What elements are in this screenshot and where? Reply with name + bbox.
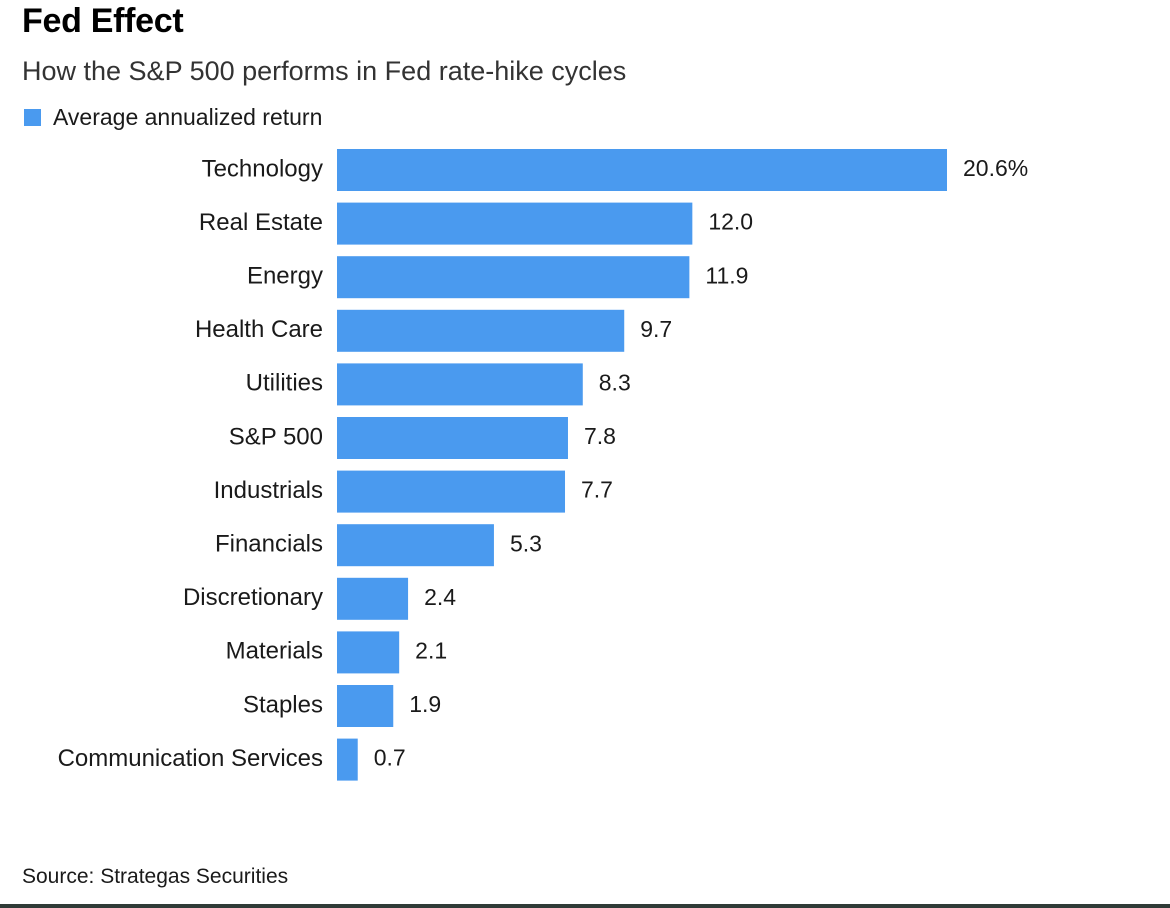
- bar: [337, 256, 690, 299]
- legend-swatch: [24, 109, 41, 126]
- value-label: 1.9: [409, 691, 441, 717]
- value-label: 8.3: [599, 369, 631, 395]
- bottom-border: [0, 904, 1170, 908]
- source-note: Source: Strategas Securities: [22, 865, 289, 888]
- legend: Average annualized return: [24, 104, 322, 131]
- value-label: 7.7: [581, 477, 613, 503]
- category-label: Communication Services: [58, 745, 323, 772]
- category-label: Real Estate: [199, 209, 323, 236]
- category-label: Energy: [247, 263, 323, 290]
- value-label: 2.4: [424, 584, 456, 610]
- bar: [337, 631, 400, 674]
- bar: [337, 309, 625, 352]
- value-label: 12.0: [708, 209, 753, 235]
- bar: [337, 149, 947, 191]
- value-label: 11.9: [705, 262, 748, 288]
- bar: [337, 470, 566, 513]
- value-label: 5.3: [510, 530, 542, 556]
- bar: [337, 363, 583, 406]
- bar: [337, 417, 568, 459]
- bar: [337, 738, 358, 781]
- value-label: 20.6%: [963, 155, 1028, 181]
- category-label: Industrials: [214, 477, 323, 504]
- bar: [337, 577, 409, 620]
- value-label: 2.1: [415, 637, 447, 663]
- category-label: Health Care: [195, 316, 323, 343]
- category-label: Technology: [202, 155, 323, 182]
- category-label: Utilities: [246, 370, 323, 397]
- legend-label: Average annualized return: [53, 104, 323, 130]
- category-label: Financials: [215, 531, 323, 558]
- value-label: 9.7: [640, 316, 672, 342]
- bar-chart: Technology 20.6% Real Estate 12.0 Energy 11.9…: [58, 149, 1028, 781]
- bar: [337, 685, 394, 727]
- value-label: 7.8: [584, 423, 616, 449]
- chart-title: Fed Effect: [22, 2, 184, 40]
- category-label: Materials: [226, 638, 323, 665]
- value-label: 0.7: [374, 745, 406, 771]
- chart-subtitle: How the S&P 500 performs in Fed rate-hik…: [22, 56, 627, 86]
- category-label: S&P 500: [229, 423, 323, 450]
- category-label: Discretionary: [183, 584, 323, 611]
- bar: [337, 524, 494, 567]
- bar: [337, 202, 693, 245]
- category-label: Staples: [243, 691, 323, 718]
